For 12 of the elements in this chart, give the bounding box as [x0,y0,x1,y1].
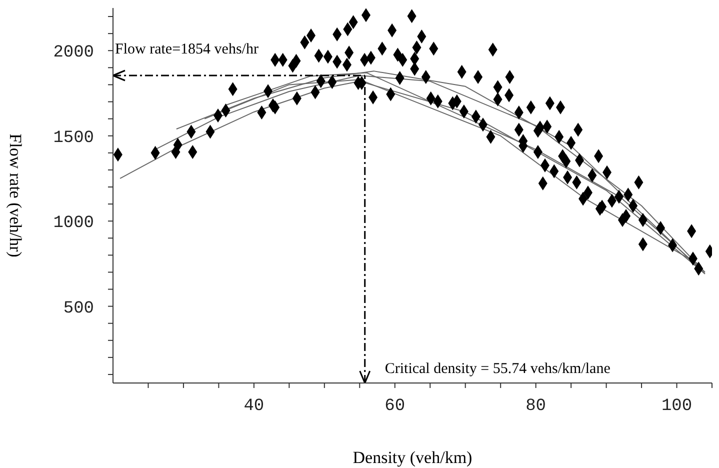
ref-line-label: Critical density = 55.74 vehs/km/lane [384,361,611,377]
y-tick-label: 500 [63,299,94,318]
x-tick-label: 60 [384,397,406,416]
y-tick-label: 1500 [53,128,94,148]
y-tick-label: 1000 [53,214,94,234]
y-tick-label: 2000 [53,44,94,63]
ref-line-label: Flow rate=1854 vehs/hr [115,42,258,58]
x-tick-label: 100 [661,397,692,416]
x-tick-label: 40 [244,397,264,416]
x-axis-title: Density (veh/km) [352,448,472,467]
y-axis-title: Flow rate (veh/hr) [6,134,26,258]
x-tick-label: 80 [526,397,546,416]
